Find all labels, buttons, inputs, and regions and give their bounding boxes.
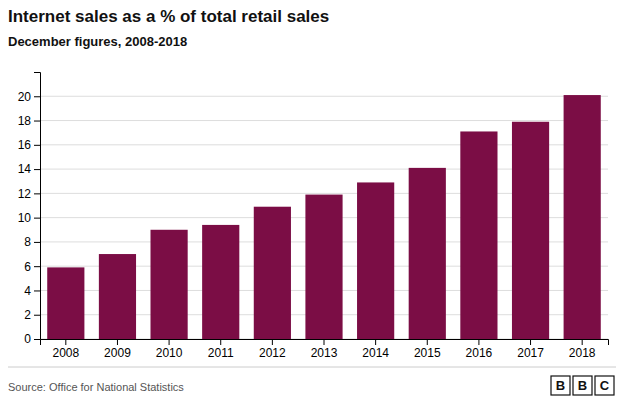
y-tick-mark: [34, 266, 40, 267]
logo-box: [551, 376, 570, 395]
y-tick: 14: [18, 162, 40, 176]
bar: [460, 131, 497, 339]
x-tick-label: 2018: [569, 346, 596, 360]
x-tick-label: 2008: [52, 346, 79, 360]
x-axis-line: [41, 340, 609, 346]
y-tick-label: 8: [24, 235, 31, 249]
logo: BBC: [551, 376, 614, 395]
x-tick: 2012: [259, 339, 286, 360]
chart-svg: Internet sales as a % of total retail sa…: [0, 0, 624, 403]
separator: [8, 367, 616, 368]
bar: [409, 168, 446, 339]
x-tick-mark: [220, 339, 221, 345]
y-tick-mark: [34, 193, 40, 194]
source: Source: Office for National Statistics: [8, 381, 184, 393]
y-tick-mark: [34, 169, 40, 170]
x-tick: 2018: [569, 339, 596, 360]
logo-box: [573, 376, 592, 395]
x-axis: 2008 2009 2010 2011 2012 2013 2014 2015 2016 2017…: [41, 339, 609, 360]
grid-line: [40, 96, 608, 97]
logo-letter: C: [600, 378, 610, 393]
bar: [564, 95, 601, 339]
bar: [99, 254, 136, 339]
chart-container: Internet sales as a % of total retail sa…: [0, 0, 624, 403]
y-tick-label: 0: [24, 332, 31, 346]
x-tick-label: 2017: [517, 346, 544, 360]
bar: [512, 122, 549, 339]
y-tick-mark: [34, 315, 40, 316]
y-tick: 18: [18, 114, 40, 128]
y-tick: 12: [18, 187, 40, 201]
x-tick-mark: [427, 339, 428, 345]
x-tick-mark: [530, 339, 531, 345]
y-tick: 16: [18, 138, 40, 152]
y-tick-mark: [34, 218, 40, 219]
grid-line: [40, 120, 608, 121]
x-tick: 2009: [104, 339, 131, 360]
x-tick-mark: [582, 339, 583, 345]
x-tick-label: 2015: [414, 346, 441, 360]
x-tick-mark: [65, 339, 66, 345]
y-tick-mark: [34, 339, 40, 340]
y-tick-label: 20: [18, 90, 32, 104]
x-tick-mark: [478, 339, 479, 345]
y-tick-label: 12: [18, 187, 32, 201]
x-tick-mark: [169, 339, 170, 345]
y-tick-label: 14: [18, 162, 32, 176]
x-tick: 2015: [414, 339, 441, 360]
x-tick-label: 2012: [259, 346, 286, 360]
x-tick: 2016: [466, 339, 493, 360]
logo-box: [595, 376, 614, 395]
y-tick: 2: [24, 308, 40, 322]
y-tick-mark: [34, 242, 40, 243]
y-tick-label: 2: [24, 308, 31, 322]
bar: [151, 230, 188, 339]
y-axis: 0 2 4 6 8 10 12 14 16 18 20: [18, 73, 41, 347]
y-tick: 0: [24, 332, 40, 346]
bar: [305, 195, 342, 339]
subtitle: December figures, 2008-2018: [8, 34, 187, 49]
bar: [202, 225, 239, 339]
x-tick-mark: [324, 339, 325, 345]
x-tick-label: 2010: [156, 346, 183, 360]
y-tick-mark: [34, 290, 40, 291]
x-tick-label: 2013: [311, 346, 338, 360]
y-tick-label: 16: [18, 138, 32, 152]
plot: 0 2 4 6 8 10 12 14 16 18 20 2008 2009 2010 2011 2012 201…: [18, 73, 609, 360]
x-tick-mark: [117, 339, 118, 345]
x-tick-mark: [272, 339, 273, 345]
x-tick-label: 2011: [208, 346, 234, 360]
y-tick-mark: [34, 96, 40, 97]
logo-letter: B: [578, 378, 587, 393]
bar: [47, 267, 84, 339]
y-tick: 4: [24, 284, 40, 298]
x-tick: 2010: [156, 339, 183, 360]
x-tick: 2008: [52, 339, 79, 360]
y-tick-label: 18: [18, 114, 32, 128]
title: Internet sales as a % of total retail sa…: [8, 7, 329, 26]
y-tick-label: 10: [18, 211, 32, 225]
grid: [40, 96, 608, 339]
y-tick: 20: [18, 90, 40, 104]
x-tick-label: 2009: [104, 346, 131, 360]
y-tick-mark: [34, 145, 40, 146]
y-tick-label: 6: [24, 260, 31, 274]
y-tick: 6: [24, 260, 40, 274]
x-tick: 2014: [362, 339, 389, 360]
x-tick: 2011: [208, 339, 234, 360]
x-tick-label: 2014: [362, 346, 389, 360]
y-axis-line: [34, 73, 41, 340]
y-tick-label: 4: [24, 284, 31, 298]
x-tick-mark: [375, 339, 376, 345]
y-tick: 8: [24, 235, 40, 249]
x-tick: 2017: [517, 339, 544, 360]
y-tick-mark: [34, 121, 40, 122]
y-tick: 10: [18, 211, 40, 225]
x-tick-label: 2016: [466, 346, 493, 360]
bar: [254, 207, 291, 339]
logo-letter: B: [556, 378, 565, 393]
bars: [47, 95, 601, 339]
x-tick: 2013: [311, 339, 338, 360]
bar: [357, 182, 394, 339]
